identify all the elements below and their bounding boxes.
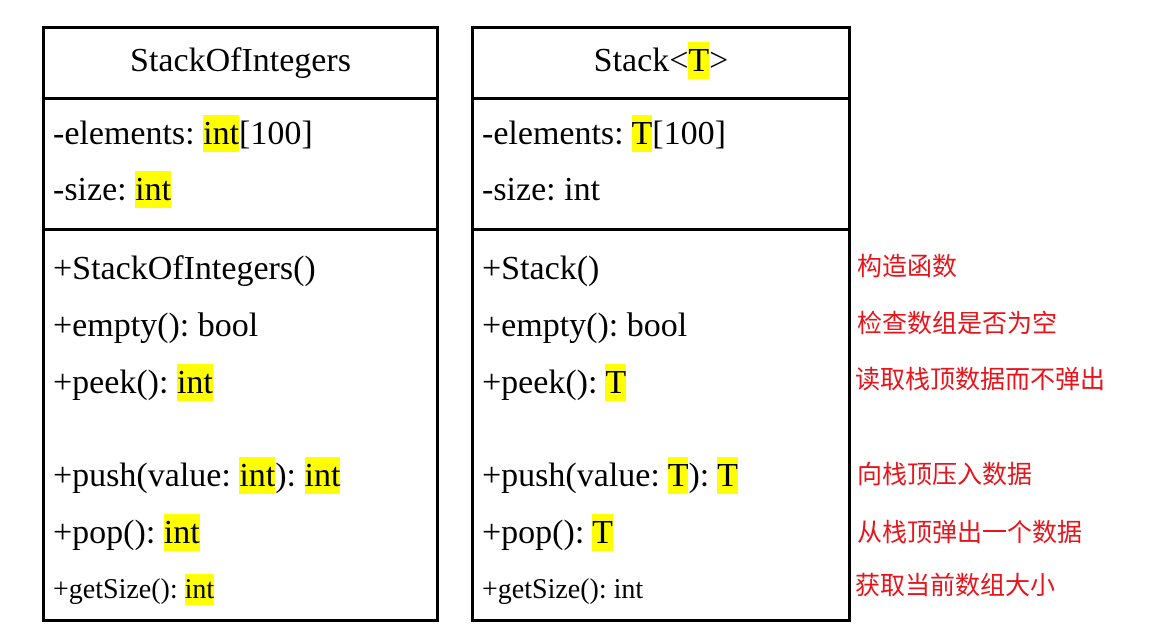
method-return-type: T: [592, 514, 613, 551]
method-empty: +empty(): bool: [53, 306, 258, 346]
method-return-type: T: [717, 457, 738, 494]
fields-section: -elements: int[100] -size: int: [45, 97, 436, 231]
field-size: -size: int: [53, 170, 172, 210]
method-pop: +pop(): int: [53, 513, 200, 553]
field-array-size: [100]: [239, 115, 313, 152]
field-name: -elements:: [482, 115, 632, 152]
class-name-section: StackOfIntegers: [45, 29, 436, 97]
method-signature: +peek():: [53, 364, 177, 401]
note-peek: 读取栈顶数据而不弹出: [855, 365, 1106, 394]
field-type: int: [135, 171, 172, 208]
method-signature: +empty():: [53, 307, 198, 344]
method-signature-end: ):: [688, 457, 718, 494]
class-name-suffix: >: [709, 42, 729, 79]
method-signature: +push(value:: [53, 457, 240, 494]
field-elements: -elements: int[100]: [53, 114, 313, 154]
method-return-type: bool: [197, 307, 259, 344]
method-param-type: T: [667, 457, 689, 494]
method-constructor: +StackOfIntegers(): [53, 250, 316, 287]
field-size: -size: int: [482, 171, 601, 208]
field-name: -elements:: [53, 115, 204, 152]
field-elements: -elements: T[100]: [482, 114, 726, 154]
method-pop: +pop(): T: [482, 513, 613, 553]
class-box-stack-of-integers: StackOfIntegers -elements: int[100] -siz…: [42, 26, 439, 622]
class-name-prefix: Stack<: [593, 42, 689, 79]
fields-section: -elements: T[100] -size: int: [474, 97, 848, 231]
method-signature: +getSize():: [53, 574, 185, 605]
method-return-type: int: [163, 514, 200, 551]
method-return-type: int: [184, 574, 215, 605]
method-get-size: +getSize(): int: [482, 574, 644, 605]
method-return-type: T: [605, 364, 627, 401]
note-constructor: 构造函数: [857, 252, 958, 281]
note-push: 向栈顶压入数据: [857, 460, 1033, 489]
note-pop: 从栈顶弹出一个数据: [857, 518, 1083, 547]
method-push: +push(value: int): int: [53, 456, 341, 496]
field-array-size: [100]: [652, 115, 726, 152]
methods-section: +Stack() +empty(): bool +peek(): T +push…: [474, 228, 848, 619]
method-peek: +peek(): int: [53, 363, 213, 403]
field-type: int: [203, 115, 240, 152]
method-signature: +push(value:: [482, 457, 668, 494]
class-name-section: Stack<T>: [474, 29, 848, 97]
class-box-generic-stack: Stack<T> -elements: T[100] -size: int +S…: [471, 26, 851, 622]
method-signature-end: ):: [275, 457, 305, 494]
note-empty: 检查数组是否为空: [857, 309, 1058, 338]
method-signature: +peek():: [482, 364, 606, 401]
field-name: -size:: [53, 171, 136, 208]
method-return-type: int: [176, 364, 213, 401]
class-name: Stack<T>: [474, 41, 848, 81]
method-param-type: int: [239, 457, 276, 494]
field-type: T: [631, 115, 653, 152]
method-empty: +empty(): bool: [482, 307, 688, 344]
methods-section: +StackOfIntegers() +empty(): bool +peek(…: [45, 228, 436, 619]
method-constructor: +Stack(): [482, 250, 600, 287]
method-signature: +pop():: [53, 514, 164, 551]
class-name: StackOfIntegers: [130, 42, 351, 79]
method-get-size: +getSize(): int: [53, 573, 215, 607]
type-parameter: T: [688, 42, 710, 79]
note-get-size: 获取当前数组大小: [855, 571, 1056, 600]
method-return-type: int: [304, 457, 341, 494]
method-peek: +peek(): T: [482, 363, 627, 403]
method-signature: +pop():: [482, 514, 593, 551]
method-push: +push(value: T): T: [482, 456, 738, 496]
